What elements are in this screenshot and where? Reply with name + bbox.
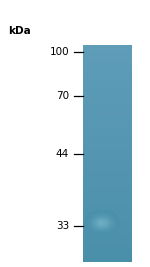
Text: 44: 44 bbox=[56, 148, 69, 159]
Text: 70: 70 bbox=[56, 91, 69, 101]
Text: 100: 100 bbox=[49, 47, 69, 57]
Text: 33: 33 bbox=[56, 221, 69, 231]
Text: kDa: kDa bbox=[8, 26, 31, 36]
